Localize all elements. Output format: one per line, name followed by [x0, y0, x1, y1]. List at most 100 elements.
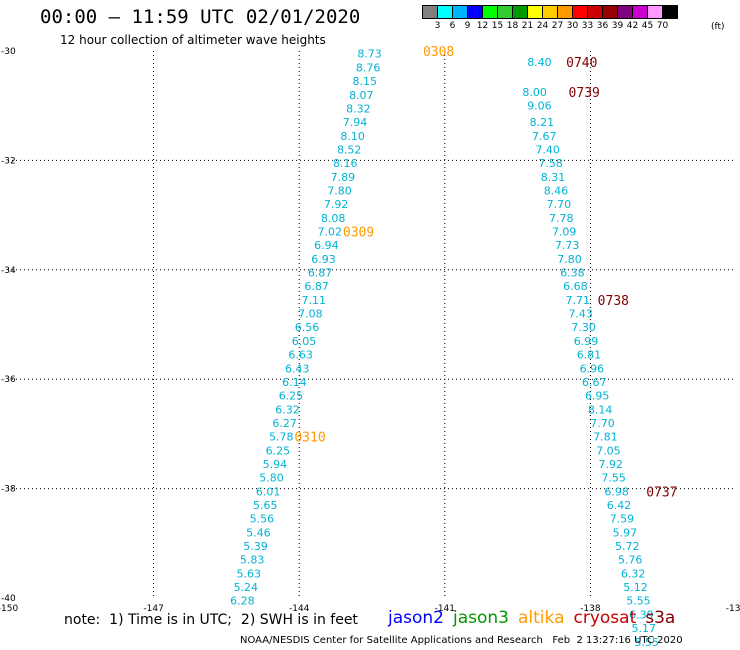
wave-height-label: 7.30	[571, 321, 596, 334]
wave-height-label: 8.00	[522, 86, 547, 99]
wave-height-label: 7.94	[343, 116, 368, 129]
y-tick-label: -34	[1, 266, 16, 276]
wave-height-label: 6.32	[275, 403, 300, 416]
x-tick-label: -147	[143, 604, 163, 614]
wave-height-label: 5.65	[253, 499, 278, 512]
y-tick-label: -38	[1, 485, 16, 495]
y-tick-label: -30	[1, 47, 16, 57]
wave-height-label: 8.10	[340, 130, 365, 143]
note-text: note: 1) Time is in UTC; 2) SWH is in fe…	[64, 612, 358, 628]
wave-height-label: 7.89	[331, 171, 356, 184]
wave-height-label: 6.67	[582, 376, 607, 389]
color-scale-label: 30	[566, 21, 579, 31]
time-label: 0310	[294, 431, 325, 446]
color-scale-label: 3	[434, 21, 441, 31]
wave-height-label: 8.21	[530, 116, 555, 129]
color-scale-label: 33	[581, 21, 594, 31]
y-tick-label: -36	[1, 375, 16, 385]
wave-height-label: 6.99	[574, 335, 599, 348]
wave-height-label: 7.71	[566, 294, 591, 307]
wave-height-label: 6.94	[314, 239, 339, 252]
wave-height-label: 7.81	[593, 431, 618, 444]
wave-height-label: 6.87	[304, 280, 329, 293]
color-scale-label: 12	[476, 21, 489, 31]
wave-height-label: 6.98	[604, 485, 629, 498]
color-scale-label: 24	[536, 21, 549, 31]
wave-height-label: 6.43	[285, 362, 310, 375]
wave-height-label: 7.43	[568, 308, 593, 321]
wave-height-label: 8.32	[346, 102, 371, 115]
wave-height-label: 7.02	[318, 226, 343, 239]
wave-height-label: 8.52	[337, 143, 362, 156]
color-scale-label: 36	[596, 21, 609, 31]
wave-height-label: 8.14	[588, 403, 613, 416]
wave-height-label: 5.72	[615, 540, 640, 553]
color-scale-swatches	[422, 5, 678, 19]
wave-height-label: 6.01	[256, 485, 281, 498]
credit-source: NOAA/NESDIS Center for Satellite Applica…	[240, 635, 543, 646]
wave-height-label: 8.15	[352, 75, 377, 88]
color-scale: 3 6 9 12 15 18 21 24 27 30 33 36 39 42 45 70 (ft)	[422, 5, 725, 32]
wave-height-label: 5.12	[623, 581, 648, 594]
wave-height-label: 7.08	[298, 308, 323, 321]
wave-height-label: 6.42	[607, 499, 632, 512]
color-scale-label: 39	[611, 21, 624, 31]
color-scale-label: 21	[521, 21, 534, 31]
wave-height-label: 7.80	[327, 184, 352, 197]
time-label: 0738	[598, 294, 629, 309]
wave-height-label: 7.05	[596, 444, 621, 457]
x-tick-label: -150	[0, 604, 18, 614]
wave-height-label: 7.80	[557, 253, 582, 266]
credit-timestamp: Feb 2 13:27:16 UTC 2020	[552, 635, 683, 646]
wave-height-label: 6.81	[577, 349, 602, 362]
x-tick-label: -141	[435, 604, 455, 614]
time-label: 0308	[423, 45, 454, 60]
wave-height-label: 7.11	[302, 294, 327, 307]
wave-height-label: 5.55	[634, 636, 659, 649]
x-tick-label: -138	[580, 604, 601, 614]
chart-subtitle: 12 hour collection of altimeter wave hei…	[60, 33, 326, 47]
color-scale-unit: (ft)	[711, 22, 725, 32]
wave-height-label: 7.40	[535, 143, 560, 156]
satellite-legend: jason2 jason3 altika cryosat s3a	[388, 608, 684, 628]
legend-item: s3a	[645, 608, 676, 628]
color-scale-label: 45	[641, 21, 654, 31]
wave-height-label: 6.63	[288, 349, 313, 362]
wave-height-label: 6.25	[279, 390, 304, 403]
wave-height-label: 5.63	[236, 567, 261, 580]
wave-height-label: 6.56	[295, 321, 320, 334]
color-scale-label: 42	[626, 21, 639, 31]
wave-height-label: 6.96	[580, 362, 605, 375]
wave-height-label: 8.08	[321, 212, 346, 225]
color-swatch	[662, 5, 678, 19]
wave-height-label: 7.92	[324, 198, 349, 211]
wave-height-label: 6.38	[560, 267, 585, 280]
wave-height-label: 7.67	[532, 130, 557, 143]
wave-height-label: 6.68	[563, 280, 588, 293]
wave-height-label: 8.16	[333, 157, 358, 170]
wave-height-label: 6.05	[292, 335, 317, 348]
wave-height-label: 5.55	[626, 595, 651, 608]
legend-item: jason2	[388, 608, 444, 628]
color-scale-labels: 3 6 9 12 15 18 21 24 27 30 33 36 39 42 45 70	[430, 19, 677, 31]
color-scale-label: 18	[506, 21, 519, 31]
time-label: 0739	[569, 86, 600, 101]
wave-height-label: 5.24	[234, 581, 259, 594]
wave-height-label: 7.59	[610, 513, 635, 526]
wave-height-label: 6.39	[629, 608, 654, 621]
wave-height-label: 5.46	[246, 526, 271, 539]
wave-height-label: 5.17	[632, 622, 657, 635]
wave-height-label: 8.46	[544, 184, 569, 197]
time-label: 0737	[646, 485, 677, 500]
wave-height-label: 6.25	[266, 444, 291, 457]
wave-height-label: 5.39	[243, 540, 268, 553]
wave-height-label: 6.14	[282, 376, 307, 389]
wave-height-label: 6.28	[230, 595, 255, 608]
wave-height-label: 8.40	[527, 56, 552, 69]
x-tick-label: -135	[726, 604, 740, 614]
wave-height-label: 5.78	[269, 431, 294, 444]
color-scale-label: 9	[464, 21, 471, 31]
wave-height-label: 7.73	[555, 239, 580, 252]
wave-height-label: 5.76	[618, 554, 643, 567]
